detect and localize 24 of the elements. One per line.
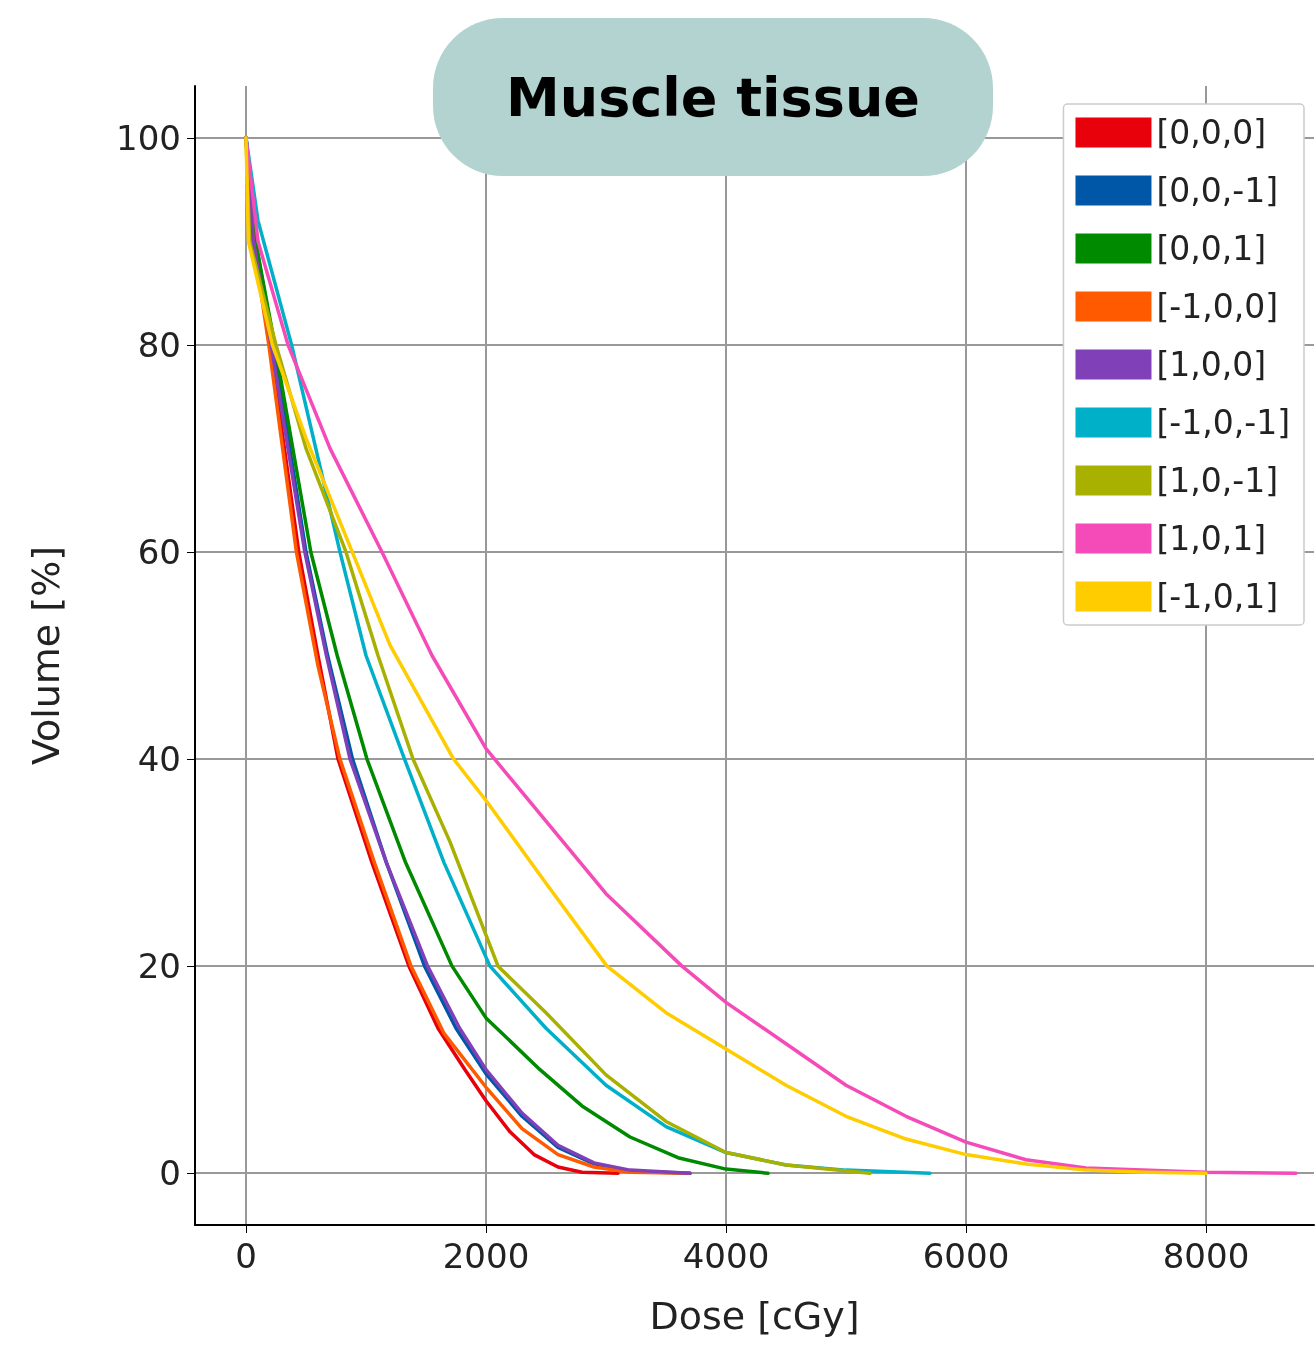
legend-label: [-1,0,-1] — [1156, 403, 1290, 442]
x-tick-label: 0 — [235, 1236, 257, 1276]
legend-label: [-1,0,0] — [1156, 287, 1279, 326]
y-tick-label: 60 — [137, 531, 181, 572]
x-tick-label: 8000 — [1162, 1236, 1250, 1276]
y-tick-label: 100 — [116, 117, 181, 158]
x-tick-label: 6000 — [922, 1236, 1010, 1276]
y-tick-label: 80 — [137, 324, 181, 365]
y-tick-label: 0 — [159, 1153, 181, 1194]
y-tick-label: 40 — [137, 739, 181, 780]
x-tick-label: 4000 — [682, 1236, 770, 1276]
legend-label: [0,0,0] — [1156, 113, 1267, 152]
legend-label: [0,0,1] — [1156, 229, 1267, 268]
legend-label: [1,0,0] — [1156, 345, 1267, 384]
legend-label: [0,0,-1] — [1156, 171, 1279, 210]
chart-title: Muscle tissue — [506, 65, 920, 129]
legend-label: [-1,0,1] — [1156, 577, 1279, 616]
legend-label: [1,0,-1] — [1156, 461, 1279, 500]
y-axis-title: Volume [%] — [24, 545, 68, 766]
legend-label: [1,0,1] — [1156, 519, 1267, 558]
x-tick-label: 2000 — [442, 1236, 530, 1276]
title-badge: Muscle tissue — [433, 18, 993, 176]
x-axis-title: Dose [cGy] — [649, 1294, 860, 1338]
y-tick-label: 20 — [137, 946, 181, 987]
